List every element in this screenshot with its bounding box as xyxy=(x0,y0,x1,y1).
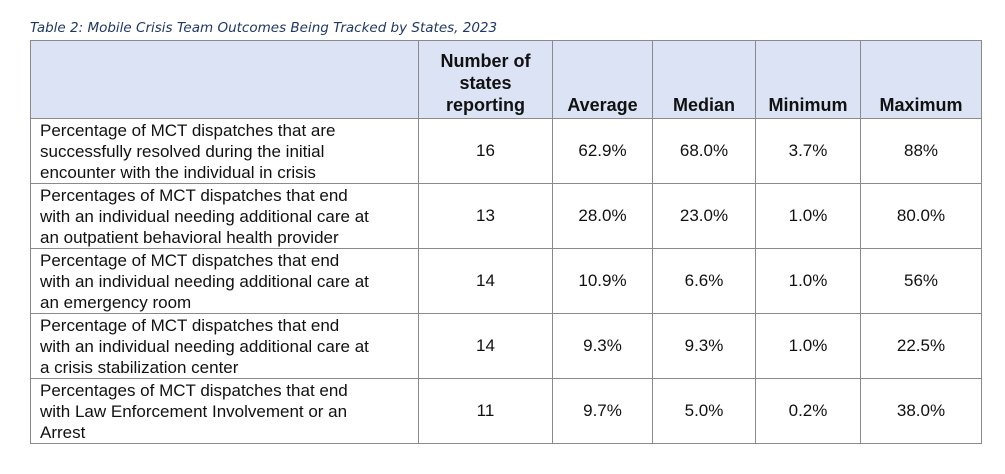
header-states-line-1: Number of xyxy=(440,51,531,71)
outcome-label-line: Arrest xyxy=(40,422,86,442)
maximum-cell: 22.5% xyxy=(860,313,982,379)
minimum-cell: 3.7% xyxy=(755,118,861,184)
median-cell: 6.6% xyxy=(652,248,756,314)
table-row: Percentages of MCT dispatches that end w… xyxy=(30,378,982,444)
outcome-label-line: an outpatient behavioral health provider xyxy=(40,227,339,247)
states-reporting-cell: 16 xyxy=(418,118,553,184)
header-states-line-2: states xyxy=(459,73,512,93)
outcome-label-line: with Law Enforcement Involvement or an xyxy=(40,401,348,421)
average-cell: 9.3% xyxy=(552,313,653,379)
table-row: Percentage of MCT dispatches that end wi… xyxy=(30,313,982,379)
median-cell: 5.0% xyxy=(652,378,756,444)
header-average: Average xyxy=(552,40,653,119)
outcome-label-line: Percentages of MCT dispatches that end xyxy=(40,185,348,205)
minimum-cell: 1.0% xyxy=(755,183,861,249)
outcome-label-line: with an individual needing additional ca… xyxy=(40,271,369,291)
outcomes-table: Number of states reporting Average Media… xyxy=(30,40,982,444)
outcome-label: Percentage of MCT dispatches that end wi… xyxy=(30,313,419,379)
average-cell: 28.0% xyxy=(552,183,653,249)
states-reporting-cell: 14 xyxy=(418,248,553,314)
table-row: Percentage of MCT dispatches that are su… xyxy=(30,118,982,184)
outcome-label-line: Percentages of MCT dispatches that end xyxy=(40,380,348,400)
header-minimum: Minimum xyxy=(755,40,861,119)
median-cell: 68.0% xyxy=(652,118,756,184)
states-reporting-cell: 14 xyxy=(418,313,553,379)
outcome-label-line: an emergency room xyxy=(40,292,192,312)
outcome-label: Percentages of MCT dispatches that end w… xyxy=(30,183,419,249)
header-outcome xyxy=(30,40,419,119)
outcome-label-line: Percentage of MCT dispatches that are xyxy=(40,120,336,140)
outcome-label-line: successfully resolved during the initial xyxy=(40,141,325,161)
maximum-cell: 80.0% xyxy=(860,183,982,249)
outcome-label-line: with an individual needing additional ca… xyxy=(40,206,369,226)
maximum-cell: 88% xyxy=(860,118,982,184)
outcome-label-line: with an individual needing additional ca… xyxy=(40,336,369,356)
header-median: Median xyxy=(652,40,756,119)
average-cell: 10.9% xyxy=(552,248,653,314)
states-reporting-cell: 11 xyxy=(418,378,553,444)
table-row: Percentages of MCT dispatches that end w… xyxy=(30,183,982,249)
header-states-reporting: Number of states reporting xyxy=(418,40,553,119)
header-maximum: Maximum xyxy=(860,40,982,119)
median-cell: 9.3% xyxy=(652,313,756,379)
outcome-label-line: Percentage of MCT dispatches that end xyxy=(40,315,340,335)
average-cell: 62.9% xyxy=(552,118,653,184)
minimum-cell: 1.0% xyxy=(755,248,861,314)
table-row: Percentage of MCT dispatches that end wi… xyxy=(30,248,982,314)
outcome-label: Percentage of MCT dispatches that are su… xyxy=(30,118,419,184)
median-cell: 23.0% xyxy=(652,183,756,249)
table-caption: Table 2: Mobile Crisis Team Outcomes Bei… xyxy=(30,20,498,36)
maximum-cell: 38.0% xyxy=(860,378,982,444)
outcome-label: Percentages of MCT dispatches that end w… xyxy=(30,378,419,444)
outcome-label: Percentage of MCT dispatches that end wi… xyxy=(30,248,419,314)
minimum-cell: 0.2% xyxy=(755,378,861,444)
header-row: Number of states reporting Average Media… xyxy=(30,40,982,119)
outcome-label-line: a crisis stabilization center xyxy=(40,357,239,377)
header-states-line-3: reporting xyxy=(446,95,525,115)
outcome-label-line: Percentage of MCT dispatches that end xyxy=(40,250,340,270)
minimum-cell: 1.0% xyxy=(755,313,861,379)
average-cell: 9.7% xyxy=(552,378,653,444)
maximum-cell: 56% xyxy=(860,248,982,314)
outcome-label-line: encounter with the individual in crisis xyxy=(40,162,316,182)
states-reporting-cell: 13 xyxy=(418,183,553,249)
